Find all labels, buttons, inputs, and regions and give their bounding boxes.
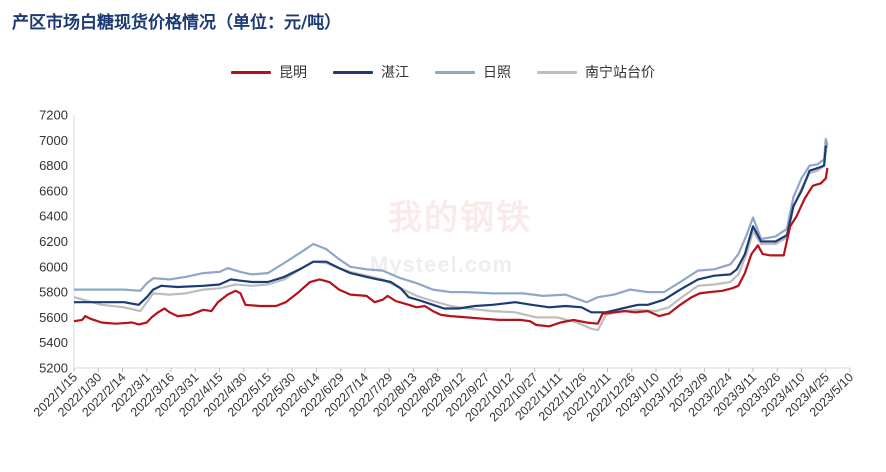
watermark-logo: 我的钢铁 [388,198,532,238]
legend-swatch-kunming [231,70,271,74]
x-axis: 2022/1/152022/1/302022/2/142022/3/12022/… [31,367,856,424]
y-tick-label: 5200 [39,361,68,376]
legend-label-zhanjiang: 湛江 [381,65,409,81]
legend-item-nanning: 南宁站台价 [537,62,655,82]
legend-label-kunming: 昆明 [279,65,307,81]
legend-swatch-nanning [537,70,577,74]
series-line-0 [73,167,829,328]
legend-item-rizhao: 日照 [435,62,511,82]
y-tick-label: 6600 [39,183,68,198]
series-line-2 [74,137,829,304]
y-tick-label: 6400 [39,209,68,224]
legend-label-rizhao: 日照 [483,65,511,81]
y-axis: 5200 5400 5600 5800 6000 6200 6400 6600 6800 7000… [39,108,75,376]
y-tick-label: 5600 [39,310,68,325]
legend-item-zhanjiang: 湛江 [333,62,409,82]
y-tick-label: 6200 [39,234,68,249]
y-tick-label: 7200 [39,108,68,123]
series-line-1 [74,145,828,314]
chart-legend: 昆明 湛江 日照 南宁站台价 [0,62,886,82]
series-line-3 [73,149,828,332]
legend-item-kunming: 昆明 [231,62,307,82]
chart-title: 产区市场白糖现货价格情况（单位：元/吨） [12,13,342,33]
y-tick-label: 6800 [39,158,68,173]
y-tick-label: 5800 [39,285,68,300]
y-tick-label: 6000 [39,259,68,274]
legend-swatch-rizhao [435,70,475,74]
y-tick-label: 7000 [39,133,68,148]
series-lines [73,137,829,332]
watermark-site: Mysteel.com [370,252,514,277]
legend-label-nanning: 南宁站台价 [585,65,655,81]
y-tick-label: 5400 [39,335,68,350]
legend-swatch-zhanjiang [333,70,373,74]
